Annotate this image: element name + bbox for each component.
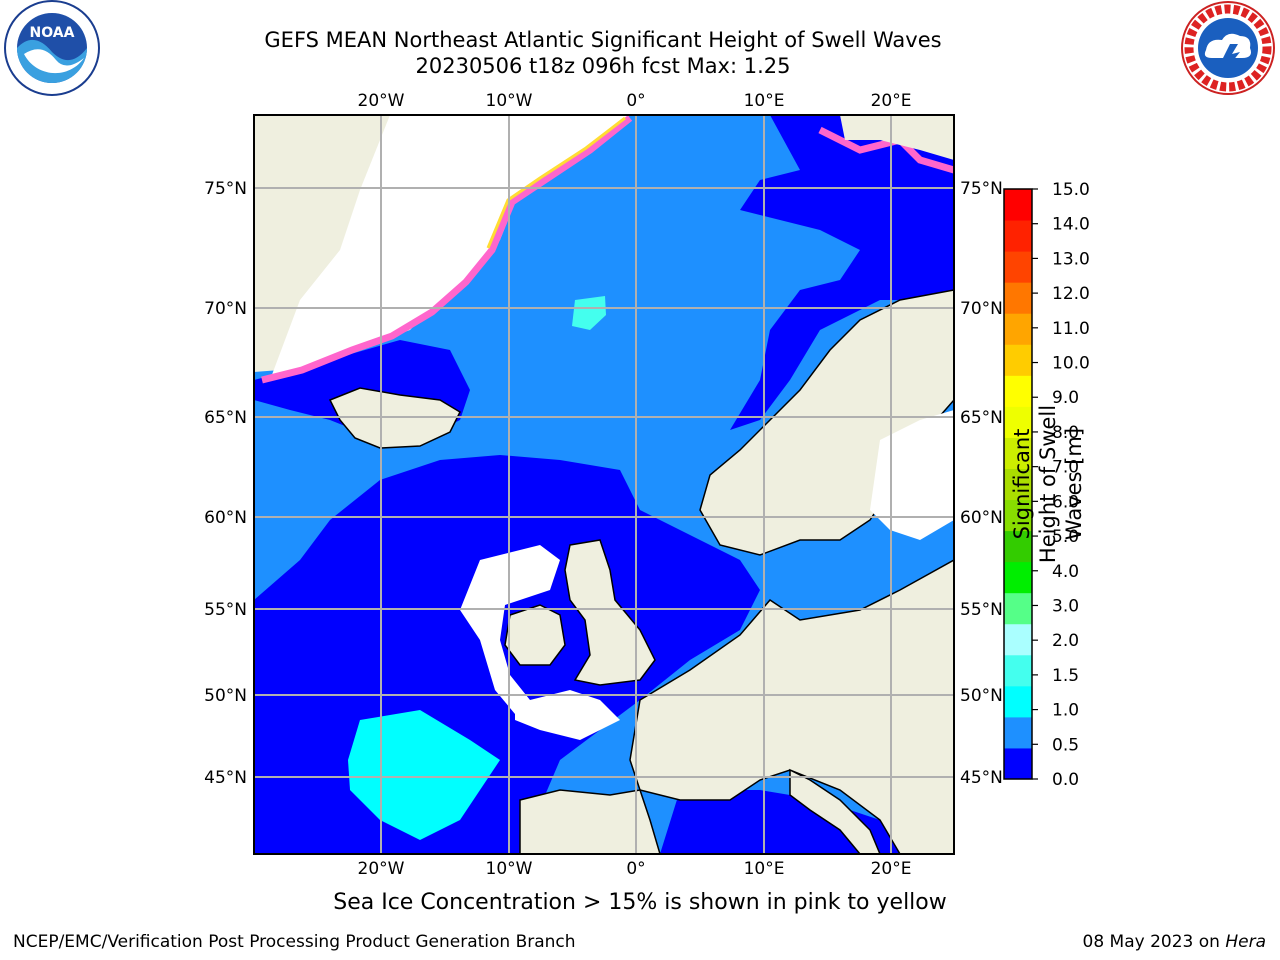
footer-credit: NCEP/EMC/Verification Post Processing Pr… [13,932,576,952]
colorbar-band [1004,220,1032,252]
lon-label-bottom: 20°W [358,859,405,879]
lat-label-left: 60°N [204,508,247,528]
biscay-white [515,700,620,740]
footer-date: 08 May 2023 on Hera [1083,932,1267,952]
footer-date-text: 08 May 2023 on [1082,932,1226,952]
ocean-low-swell-northeast [730,115,954,430]
colorbar-ticks: 15.0 14.0 13.0 12.0 11.0 10.0 9.0 8.0 7.0 6.0 5.0 4… [1032,180,1090,790]
colorbar-band [1004,375,1032,407]
map-frame [253,114,955,855]
colorbar-band [1004,685,1032,718]
lon-label-bottom: 0° [626,859,645,879]
lon-label-top: 0° [626,91,645,111]
colorbar-tick-label: 0.0 [1052,770,1079,790]
europe-mainland [629,559,954,854]
colorbar-band [1004,468,1032,501]
ocean-swell-small-patch [572,296,606,330]
colorbar-tick-label: 13.0 [1052,249,1090,269]
lat-label-left: 45°N [204,768,247,788]
colorbar-tick-label: 5.0 [1052,527,1079,547]
lat-label-left: 50°N [204,686,247,706]
colorbar-band [1004,716,1032,749]
lon-label-top: 10°E [744,91,785,111]
lat-label-right: 65°N [960,408,1003,428]
sea-ice-edge [261,115,633,384]
lon-label-top: 20°W [358,91,405,111]
colorbar-band [1004,592,1032,625]
colorbar-tick-label: 11.0 [1052,319,1090,339]
colorbar-tick-label: 7.0 [1052,458,1079,478]
svalbard-land [840,115,954,160]
colorbar [1004,189,1032,780]
colorbar-tick-label: 1.0 [1052,701,1079,721]
colorbar-tick-label: 12.0 [1052,284,1090,304]
colorbar-label: Significant Height of Swell Waves [m] [1010,404,1086,564]
colorbar-frame [1003,188,1033,780]
lat-label-left: 65°N [204,408,247,428]
colorbar-tick-label: 8.0 [1052,423,1079,443]
colorbar-band [1004,251,1032,283]
great-britain-land [564,539,656,686]
lon-label-bottom: 10°E [744,859,785,879]
colorbar-tick-label: 1.5 [1052,666,1079,686]
colorbar-band [1004,313,1032,345]
lat-label-right: 75°N [960,179,1003,199]
ocean-low-swell-mediterranean [660,790,900,854]
colorbar-band [1004,437,1032,469]
colorbar-tick-label: 14.0 [1052,215,1090,235]
lon-label-bottom: 10°W [486,859,533,879]
colorbar-tick-label: 15.0 [1052,180,1090,200]
lat-label-left: 75°N [204,179,247,199]
lat-label-left: 70°N [204,299,247,319]
colorbar-band [1004,654,1032,687]
lat-label-right: 45°N [960,768,1003,788]
lat-label-right: 55°N [960,600,1003,620]
lat-label-left: 55°N [204,600,247,620]
colorbar-band [1004,344,1032,376]
graticule [254,115,954,854]
italy-land [789,768,881,854]
colorbar-band [1004,189,1032,221]
lat-label-right: 70°N [960,299,1003,319]
ireland-land [504,604,566,666]
ocean-swell-max-patch [348,710,500,840]
nws-logo [1181,1,1275,95]
colorbar-band [1004,747,1032,780]
colorbar-tick-label: 0.5 [1052,735,1079,755]
colorbar-tick-label: 9.0 [1052,388,1079,408]
lon-label-bottom: 20°E [871,859,912,879]
iberia-land [519,789,661,854]
colorbar-band [1004,623,1032,656]
map-title: GEFS MEAN Northeast Atlantic Significant… [264,28,942,52]
colorbar-band [1004,406,1032,438]
colorbar-tick-label: 2.0 [1052,631,1079,651]
lon-label-top: 20°E [871,91,912,111]
svg-text:NOAA: NOAA [30,25,75,41]
noaa-logo: NOAA [4,0,100,96]
colorbar-band [1004,530,1032,563]
colorbar-tick-label: 6.0 [1052,492,1079,512]
british-isles-white [460,545,600,730]
lat-label-right: 50°N [960,686,1003,706]
sea-ice-caption: Sea Ice Concentration > 15% is shown in … [333,890,947,915]
map-subtitle: 20230506 t18z 096h fcst Max: 1.25 [415,54,791,78]
colorbar-tick-label: 10.0 [1052,354,1090,374]
colorbar-band [1004,561,1032,594]
lon-label-top: 10°W [486,91,533,111]
colorbar-tick-label: 4.0 [1052,562,1079,582]
footer-host: Hera [1225,932,1266,952]
sea-ice-edge-yellow [486,116,626,249]
colorbar-tick-label: 3.0 [1052,596,1079,616]
map-area [254,115,954,854]
colorbar-band [1004,282,1032,314]
lat-label-right: 60°N [960,508,1003,528]
colorbar-band [1004,499,1032,532]
